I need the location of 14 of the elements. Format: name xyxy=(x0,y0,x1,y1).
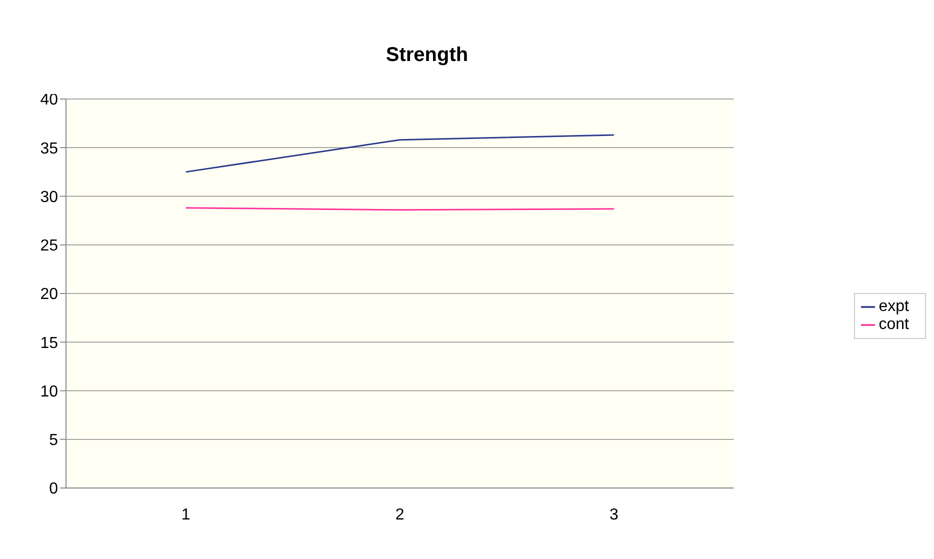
x-tick-label: 2 xyxy=(395,506,404,524)
y-tick-label: 5 xyxy=(49,432,58,450)
x-tick-label: 3 xyxy=(609,506,618,524)
y-tick-label: 25 xyxy=(40,238,58,255)
y-tick-label: 10 xyxy=(40,383,58,400)
y-tick-label: 0 xyxy=(49,480,58,498)
y-tick-label: 35 xyxy=(40,140,58,158)
legend-label: expt xyxy=(878,298,909,315)
y-tick-label: 30 xyxy=(40,188,58,206)
y-tick-label: 20 xyxy=(40,286,58,304)
y-tick-label: 15 xyxy=(40,334,58,352)
x-tick-label: 1 xyxy=(181,506,190,524)
legend-label: cont xyxy=(878,316,909,333)
chart-title: Strength xyxy=(386,44,468,66)
